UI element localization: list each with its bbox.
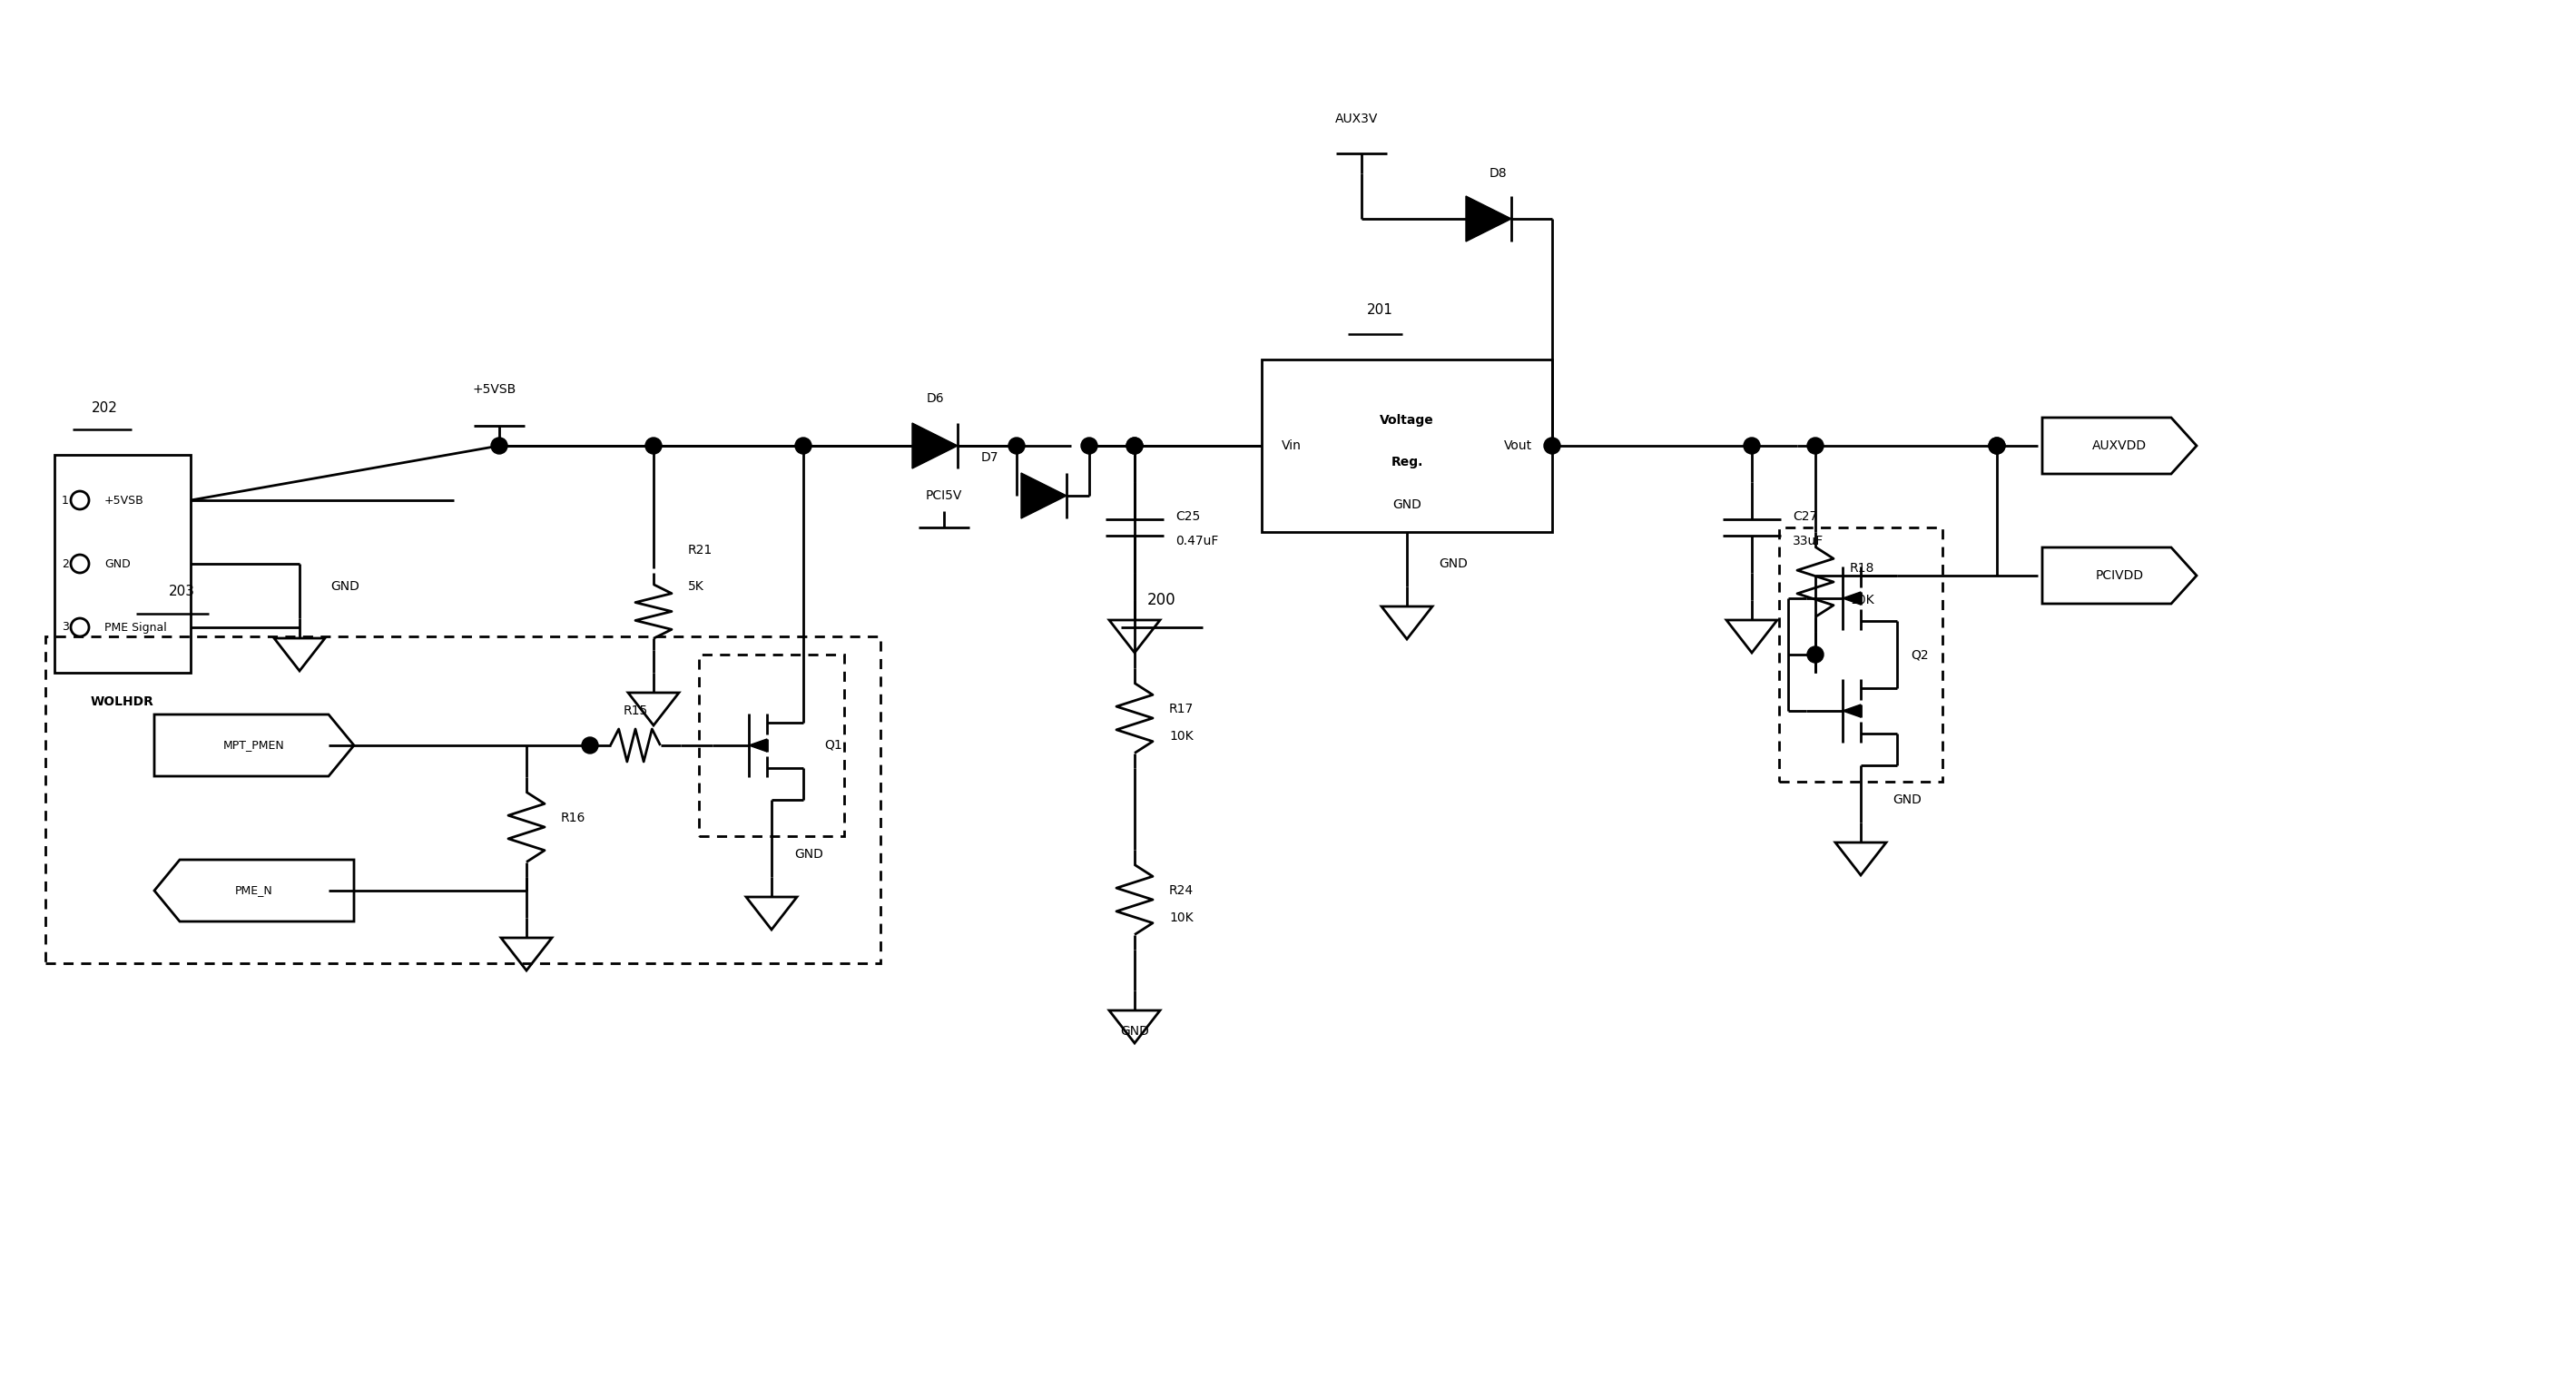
Text: D7: D7: [981, 452, 999, 464]
Polygon shape: [1842, 705, 1860, 718]
Text: WOLHDR: WOLHDR: [90, 695, 155, 708]
Text: GND: GND: [330, 581, 361, 593]
Circle shape: [1543, 438, 1561, 453]
Polygon shape: [1466, 196, 1512, 242]
Circle shape: [1989, 438, 2004, 453]
Text: GND: GND: [1121, 1025, 1149, 1038]
Text: D8: D8: [1489, 166, 1507, 179]
Text: R17: R17: [1170, 702, 1193, 715]
Circle shape: [796, 438, 811, 453]
Text: PME_N: PME_N: [234, 884, 273, 897]
Text: 2: 2: [62, 558, 70, 569]
Text: MPT_PMEN: MPT_PMEN: [224, 740, 286, 751]
Text: GND: GND: [1893, 793, 1922, 806]
Bar: [1262, 360, 1553, 532]
Text: 203: 203: [167, 585, 196, 597]
Text: 10K: 10K: [1850, 593, 1873, 606]
Text: GND: GND: [1394, 498, 1422, 511]
Text: 0.47uF: 0.47uF: [1175, 534, 1218, 547]
Text: 3: 3: [62, 621, 70, 634]
Text: AUX3V: AUX3V: [1334, 112, 1378, 126]
Text: 33uF: 33uF: [1793, 534, 1824, 547]
Text: C25: C25: [1175, 511, 1200, 523]
Text: +5VSB: +5VSB: [474, 383, 518, 396]
Text: D6: D6: [925, 392, 943, 404]
Circle shape: [582, 737, 598, 754]
Text: GND: GND: [106, 558, 131, 569]
Text: Voltage: Voltage: [1381, 414, 1435, 427]
Circle shape: [1082, 438, 1097, 453]
Text: Vout: Vout: [1504, 439, 1533, 452]
Circle shape: [1808, 646, 1824, 663]
Text: 202: 202: [90, 402, 118, 414]
Circle shape: [647, 438, 662, 453]
Text: PCI5V: PCI5V: [925, 490, 963, 502]
Circle shape: [1744, 438, 1759, 453]
Text: 10K: 10K: [1170, 912, 1193, 925]
Circle shape: [492, 438, 507, 453]
Polygon shape: [1842, 592, 1860, 604]
Text: GND: GND: [1437, 557, 1468, 571]
Text: R24: R24: [1170, 884, 1193, 897]
Circle shape: [1007, 438, 1025, 453]
Text: PCIVDD: PCIVDD: [2094, 569, 2143, 582]
Text: GND: GND: [793, 848, 824, 860]
Circle shape: [1808, 438, 1824, 453]
Text: R16: R16: [562, 811, 585, 824]
Text: R15: R15: [623, 705, 647, 718]
Bar: [54, 455, 191, 673]
Bar: [1780, 527, 1942, 782]
Bar: [698, 655, 845, 837]
Text: PME Signal: PME Signal: [106, 621, 167, 634]
Text: Reg.: Reg.: [1391, 456, 1422, 469]
Text: AUXVDD: AUXVDD: [2092, 439, 2146, 452]
Circle shape: [1989, 438, 2004, 453]
Text: 200: 200: [1146, 592, 1177, 609]
Text: Q1: Q1: [824, 739, 842, 751]
Circle shape: [1126, 438, 1144, 453]
Text: 5K: 5K: [688, 581, 703, 593]
Polygon shape: [750, 739, 768, 751]
Text: Vin: Vin: [1283, 439, 1301, 452]
Text: C27: C27: [1793, 511, 1819, 523]
Text: +5VSB: +5VSB: [106, 494, 144, 506]
Polygon shape: [912, 422, 958, 469]
Text: 1: 1: [62, 494, 70, 506]
Text: R18: R18: [1850, 562, 1875, 575]
Text: 10K: 10K: [1170, 730, 1193, 743]
Text: 201: 201: [1368, 302, 1394, 316]
Bar: [46, 637, 881, 964]
Circle shape: [1126, 438, 1144, 453]
Text: R21: R21: [688, 544, 714, 557]
Polygon shape: [1020, 473, 1066, 519]
Text: Q2: Q2: [1911, 648, 1929, 660]
